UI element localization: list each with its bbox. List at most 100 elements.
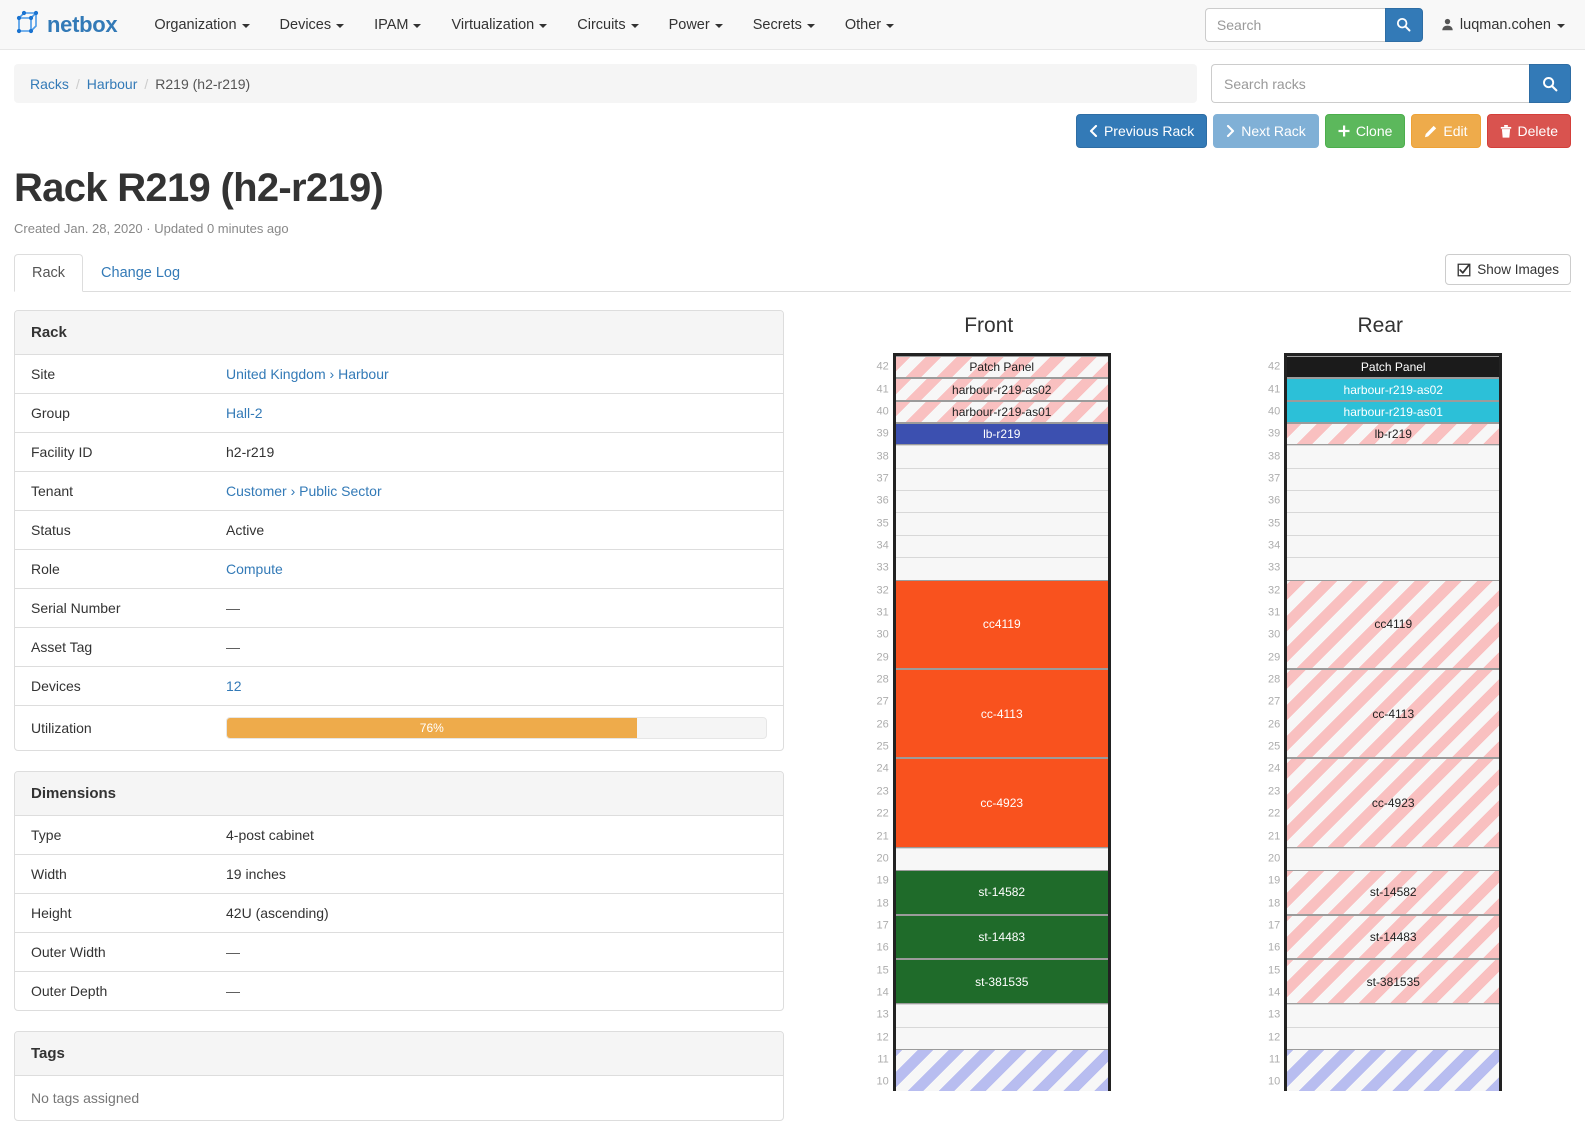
rack-unit-slot[interactable] bbox=[895, 1004, 1108, 1027]
u-number-label: 40 bbox=[876, 405, 889, 418]
rack-unit-slot[interactable] bbox=[1287, 467, 1500, 491]
row-key: Serial Number bbox=[15, 588, 210, 628]
brand-logo[interactable]: netbox bbox=[14, 10, 118, 39]
rack-unit-slot[interactable] bbox=[1287, 1026, 1500, 1049]
rack-device-cc4119[interactable]: cc4119 bbox=[1287, 579, 1500, 669]
nav-item-other[interactable]: Other bbox=[830, 11, 909, 39]
row-value: — bbox=[210, 588, 783, 628]
nav-item-secrets[interactable]: Secrets bbox=[738, 11, 830, 39]
search-input[interactable] bbox=[1204, 7, 1385, 42]
group-link[interactable]: Hall-2 bbox=[226, 405, 263, 421]
u-number-label: 35 bbox=[876, 517, 889, 530]
rack-unit-slot[interactable] bbox=[1287, 847, 1500, 871]
rack-device-st-14582[interactable]: st-14582 bbox=[895, 870, 1108, 915]
rack-device-st-381535[interactable]: st-381535 bbox=[895, 959, 1108, 1005]
rack-device-st-14582[interactable]: st-14582 bbox=[1287, 870, 1500, 915]
top-navbar: netbox Organization Devices IPAM Virtual… bbox=[0, 0, 1585, 50]
rack-unit-slot[interactable] bbox=[895, 1026, 1108, 1049]
tab-rack[interactable]: Rack bbox=[14, 254, 84, 292]
device-label: cc-4923 bbox=[1371, 795, 1415, 810]
search-button[interactable] bbox=[1384, 7, 1423, 42]
rack-unit-slot[interactable] bbox=[1287, 445, 1500, 468]
rack-device-lb-r219[interactable]: lb-r219 bbox=[895, 423, 1108, 446]
rack-device-cc4119[interactable]: cc4119 bbox=[895, 579, 1108, 669]
rack-search-button[interactable] bbox=[1529, 64, 1571, 103]
tenant-group-link[interactable]: Customer bbox=[226, 483, 287, 499]
u-number-label: 38 bbox=[1268, 450, 1281, 463]
rack-device-harbour-r219-as01[interactable]: harbour-r219-as01 bbox=[895, 400, 1108, 424]
rack-search-input[interactable] bbox=[1211, 64, 1529, 103]
u-number-label: 30 bbox=[876, 628, 889, 641]
breadcrumb-racks[interactable]: Racks bbox=[30, 75, 69, 92]
rack-elevation-front: Front 42 41 40 39 38 37 36 35 34 33 32 31 30 29 28 27 26… bbox=[867, 314, 1111, 1141]
rack-unit-slot[interactable] bbox=[1287, 534, 1500, 558]
row-value: — bbox=[210, 932, 783, 972]
next-rack-button[interactable]: Next Rack bbox=[1213, 114, 1319, 148]
rack-unit-slot[interactable] bbox=[895, 847, 1108, 871]
chevron-left-icon bbox=[1089, 125, 1098, 137]
tags-empty-message: No tags assigned bbox=[31, 1090, 140, 1106]
device-label: cc-4113 bbox=[1372, 706, 1415, 721]
rack-device-harbour-r219-as02[interactable]: harbour-r219-as02 bbox=[1287, 378, 1500, 401]
rack-device-reserved[interactable] bbox=[1287, 1048, 1500, 1091]
rack-device-reserved[interactable] bbox=[895, 1048, 1108, 1091]
u-number-label: 42 bbox=[1268, 360, 1281, 373]
rack-unit-slot[interactable] bbox=[895, 467, 1108, 491]
table-row: Type 4-post cabinet bbox=[15, 816, 783, 855]
rack-device-harbour-r219-as01[interactable]: harbour-r219-as01 bbox=[1287, 400, 1500, 424]
rack-device-st-381535[interactable]: st-381535 bbox=[1287, 959, 1500, 1005]
rack-device-st-14483[interactable]: st-14483 bbox=[1287, 914, 1500, 960]
table-row: Width 19 inches bbox=[15, 854, 783, 894]
delete-button[interactable]: Delete bbox=[1486, 114, 1571, 148]
rack-unit-slot[interactable] bbox=[1287, 557, 1500, 580]
rack-device-cc-4923[interactable]: cc-4923 bbox=[1287, 758, 1500, 848]
u-number-label: 32 bbox=[1268, 584, 1281, 597]
rack-unit-slot[interactable] bbox=[895, 557, 1108, 580]
nav-item-power[interactable]: Power bbox=[654, 11, 738, 39]
row-key: Type bbox=[31, 827, 62, 843]
show-images-button[interactable]: Show Images bbox=[1445, 254, 1571, 285]
user-menu[interactable]: luqman.cohen bbox=[1441, 17, 1571, 33]
rack-device-Patch Panel[interactable]: Patch Panel bbox=[895, 356, 1108, 379]
rack-device-cc-4923[interactable]: cc-4923 bbox=[895, 758, 1108, 848]
rack-unit-slot[interactable] bbox=[895, 445, 1108, 468]
rack-device-st-14483[interactable]: st-14483 bbox=[895, 914, 1108, 960]
edit-button[interactable]: Edit bbox=[1411, 114, 1481, 148]
clone-button[interactable]: Clone bbox=[1324, 114, 1406, 148]
rack-unit-slot[interactable] bbox=[1287, 1004, 1500, 1027]
site-region-link[interactable]: United Kingdom bbox=[226, 366, 326, 382]
rack-unit-slot[interactable] bbox=[895, 490, 1108, 513]
rack-device-cc-4113[interactable]: cc-4113 bbox=[895, 668, 1108, 759]
tenant-link[interactable]: Public Sector bbox=[299, 483, 382, 499]
table-row: Group Hall-2 bbox=[15, 393, 783, 433]
site-link[interactable]: Harbour bbox=[338, 366, 389, 382]
rack-device-cc-4113[interactable]: cc-4113 bbox=[1287, 668, 1500, 759]
tab-change-log[interactable]: Change Log bbox=[101, 265, 181, 281]
nav-item-circuits[interactable]: Circuits bbox=[562, 11, 653, 39]
rack-device-lb-r219[interactable]: lb-r219 bbox=[1287, 423, 1500, 446]
u-number-label: 42 bbox=[876, 360, 889, 373]
u-number-label: 16 bbox=[876, 941, 889, 954]
breadcrumb-site[interactable]: Harbour bbox=[86, 75, 138, 92]
nav-item-devices[interactable]: Devices bbox=[265, 11, 360, 39]
delete-label: Delete bbox=[1517, 123, 1558, 139]
previous-rack-button[interactable]: Previous Rack bbox=[1075, 114, 1208, 148]
u-number-label: 12 bbox=[876, 1031, 889, 1044]
role-link[interactable]: Compute bbox=[226, 561, 283, 577]
nav-item-ipam[interactable]: IPAM bbox=[359, 11, 436, 39]
rack-device-Patch Panel[interactable]: Patch Panel bbox=[1287, 356, 1500, 379]
nav-item-organization[interactable]: Organization bbox=[139, 11, 264, 39]
device-label: cc-4113 bbox=[980, 706, 1023, 721]
device-label: harbour-r219-as01 bbox=[952, 404, 1052, 419]
nav-item-virtualization[interactable]: Virtualization bbox=[436, 11, 562, 39]
devices-count-link[interactable]: 12 bbox=[226, 678, 242, 694]
nav-label: Virtualization bbox=[451, 16, 535, 33]
rack-unit-slot[interactable] bbox=[1287, 512, 1500, 535]
chevron-down-icon bbox=[539, 23, 548, 28]
rack-device-harbour-r219-as02[interactable]: harbour-r219-as02 bbox=[895, 378, 1108, 401]
rack-unit-slot[interactable] bbox=[895, 512, 1108, 535]
u-number-label: 39 bbox=[1268, 427, 1281, 440]
chevron-right-icon bbox=[1227, 125, 1235, 137]
rack-unit-slot[interactable] bbox=[1287, 490, 1500, 513]
rack-unit-slot[interactable] bbox=[895, 534, 1108, 558]
